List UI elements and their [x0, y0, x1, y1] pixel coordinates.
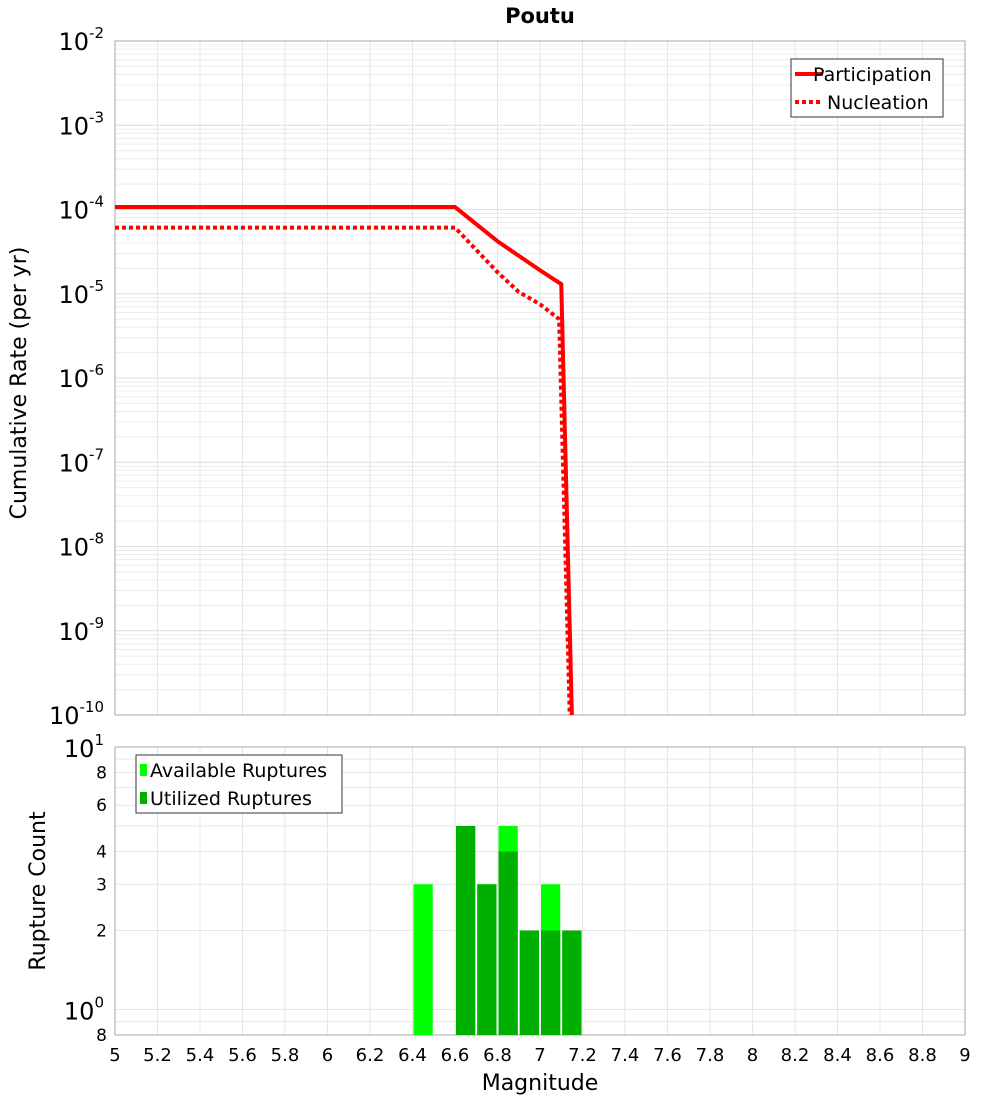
legend-label: Utilized Ruptures — [150, 788, 312, 810]
x-tick-label: 6.6 — [441, 1045, 470, 1066]
y-tick-label: 4 — [96, 842, 107, 862]
y-tick-label: 8 — [96, 763, 107, 783]
y-axis-label-bottom: Rupture Count — [26, 811, 51, 971]
y-tick-label: 101 — [64, 731, 104, 763]
x-tick-label: 8 — [747, 1045, 758, 1066]
x-tick-label: 5.8 — [271, 1045, 300, 1066]
x-tick-label: 8.6 — [866, 1045, 895, 1066]
x-tick-label: 7.6 — [653, 1045, 682, 1066]
legend-swatch — [140, 764, 147, 776]
bar-utilized-ruptures — [498, 851, 518, 1035]
y-tick-label: 10-7 — [58, 445, 104, 477]
x-axis-label: Magnitude — [482, 1071, 599, 1096]
y-tick-label: 6 — [96, 796, 107, 816]
x-tick-label: 5 — [109, 1045, 120, 1066]
x-tick-label: 7.8 — [696, 1045, 725, 1066]
bar-utilized-ruptures — [456, 826, 476, 1035]
legend-label: Participation — [813, 64, 932, 86]
y-tick-label: 10-8 — [58, 530, 104, 562]
y-tick-label: 10-4 — [58, 193, 104, 225]
y-tick-label: 10-5 — [58, 277, 104, 309]
legend-label: Nucleation — [827, 92, 929, 114]
x-tick-label: 9 — [959, 1045, 970, 1066]
y-tick-label: 10-2 — [58, 24, 104, 56]
x-tick-label: 7.4 — [611, 1045, 640, 1066]
legend — [790, 58, 944, 118]
legend-swatch — [140, 792, 147, 804]
bar-utilized-ruptures — [477, 884, 497, 1035]
legend-label: Available Ruptures — [150, 760, 327, 782]
y-tick-label: 10-3 — [58, 108, 104, 140]
top-plot-border — [114, 40, 966, 716]
bottom-plot-border — [114, 746, 966, 1036]
bar-utilized-ruptures — [519, 930, 539, 1035]
x-tick-label: 5.6 — [228, 1045, 257, 1066]
y-tick-label: 3 — [96, 875, 107, 895]
y-tick-label: 10-6 — [58, 361, 104, 393]
bar-utilized-ruptures — [541, 930, 561, 1035]
x-tick-label: 8.4 — [823, 1045, 852, 1066]
y-axis-label: Cumulative Rate (per yr) — [7, 247, 32, 520]
x-tick-label: 8.2 — [781, 1045, 810, 1066]
x-tick-label: 6.4 — [398, 1045, 427, 1066]
x-tick-label: 6 — [322, 1045, 333, 1066]
x-tick-label: 6.8 — [483, 1045, 512, 1066]
x-tick-label: 5.4 — [186, 1045, 215, 1066]
series-line-participation — [115, 205, 574, 715]
x-tick-label: 8.8 — [908, 1045, 937, 1066]
chart-title: Poutu — [505, 4, 575, 28]
legend-bottom — [135, 754, 343, 814]
y-tick-label: 10-10 — [49, 698, 104, 730]
x-tick-label: 7 — [534, 1045, 545, 1066]
series-line-nucleation — [115, 225, 572, 715]
bar-utilized-ruptures — [562, 930, 582, 1035]
y-tick-label: 10-9 — [58, 614, 104, 646]
x-tick-label: 7.2 — [568, 1045, 597, 1066]
y-tick-label: 2 — [96, 922, 107, 942]
y-tick-label: 8 — [96, 1026, 107, 1046]
bar-available-ruptures — [413, 884, 433, 1035]
y-tick-label: 100 — [64, 994, 104, 1026]
x-tick-label: 5.2 — [143, 1045, 172, 1066]
x-tick-label: 6.2 — [356, 1045, 385, 1066]
